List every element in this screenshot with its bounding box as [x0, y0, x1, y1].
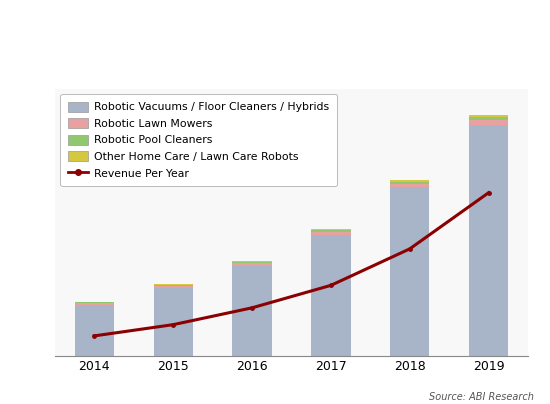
- Bar: [311, 229, 351, 230]
- Bar: [75, 305, 114, 356]
- Bar: [311, 232, 351, 235]
- Bar: [469, 117, 508, 120]
- Text: World Market, Forecast: 2014 to 2019: World Market, Forecast: 2014 to 2019: [8, 53, 281, 65]
- Text: Source: ABI Research: Source: ABI Research: [428, 392, 534, 402]
- Bar: [153, 286, 193, 288]
- Bar: [311, 230, 351, 232]
- Bar: [75, 303, 114, 305]
- Bar: [232, 263, 272, 266]
- Bar: [75, 302, 114, 303]
- Bar: [390, 184, 430, 187]
- Bar: [311, 235, 351, 356]
- Bar: [153, 285, 193, 286]
- Bar: [390, 187, 430, 356]
- Text: Home Care / Lawn Care Robots - Total Units & Revenue: Home Care / Lawn Care Robots - Total Uni…: [8, 20, 404, 34]
- Legend: Robotic Vacuums / Floor Cleaners / Hybrids, Robotic Lawn Mowers, Robotic Pool Cl: Robotic Vacuums / Floor Cleaners / Hybri…: [60, 94, 337, 186]
- Bar: [469, 125, 508, 356]
- Bar: [232, 261, 272, 262]
- Bar: [469, 120, 508, 125]
- Bar: [232, 262, 272, 263]
- Bar: [232, 266, 272, 356]
- Bar: [153, 284, 193, 285]
- Bar: [390, 180, 430, 182]
- Bar: [153, 288, 193, 356]
- Bar: [390, 182, 430, 184]
- Bar: [469, 115, 508, 117]
